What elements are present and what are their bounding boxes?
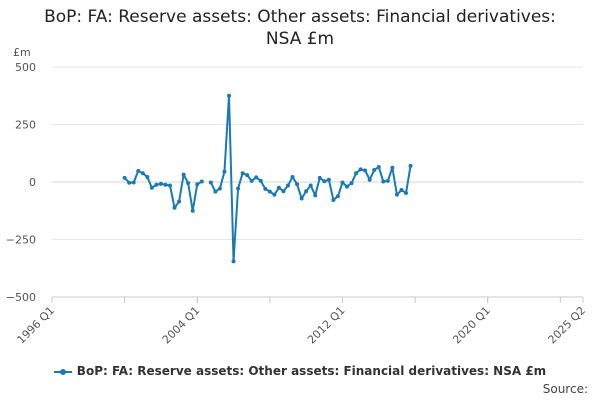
data-point[interactable] <box>390 165 395 170</box>
x-tick-label: 2020 Q1 <box>450 304 493 347</box>
x-tick-label: 1996 Q1 <box>15 304 58 347</box>
data-point[interactable] <box>335 194 340 199</box>
legend-marker-icon <box>53 366 72 378</box>
y-tick-label: 0 <box>29 176 36 189</box>
y-axis: 500 250 0 −250 −500 £m <box>6 46 36 304</box>
data-point[interactable] <box>122 175 127 180</box>
data-point[interactable] <box>381 179 386 184</box>
x-tick-label: 2025 Q2 <box>546 304 589 347</box>
series-line <box>209 94 412 263</box>
source-label: Source: <box>542 382 588 396</box>
data-point[interactable] <box>385 178 390 183</box>
data-point[interactable] <box>254 175 259 180</box>
data-point[interactable] <box>217 186 222 191</box>
x-tick-label: 2012 Q1 <box>305 304 348 347</box>
data-point[interactable] <box>290 174 295 179</box>
data-point[interactable] <box>258 178 263 183</box>
data-point[interactable] <box>227 93 231 98</box>
data-point[interactable] <box>358 167 363 172</box>
data-point[interactable] <box>304 189 309 194</box>
data-point[interactable] <box>313 193 318 198</box>
y-tick-label: −250 <box>6 234 36 247</box>
data-point[interactable] <box>213 189 218 194</box>
data-point[interactable] <box>195 182 200 187</box>
data-point[interactable] <box>281 189 286 194</box>
data-point[interactable] <box>222 169 227 174</box>
series-line <box>123 169 203 212</box>
data-point[interactable] <box>276 185 281 190</box>
data-point[interactable] <box>172 205 177 210</box>
data-point[interactable] <box>199 179 204 184</box>
data-point[interactable] <box>149 185 154 190</box>
data-point[interactable] <box>372 168 377 173</box>
chart-title: BoP: FA: Reserve assets: Other assets: F… <box>0 6 600 50</box>
data-point[interactable] <box>181 172 186 177</box>
data-point[interactable] <box>326 177 331 182</box>
data-point[interactable] <box>354 171 359 176</box>
y-axis-label: £m <box>13 46 31 59</box>
data-point[interactable] <box>317 175 322 180</box>
data-point[interactable] <box>208 180 213 185</box>
data-point[interactable] <box>131 180 136 185</box>
data-point[interactable] <box>404 191 408 196</box>
data-point[interactable] <box>158 181 163 186</box>
data-point[interactable] <box>286 183 290 188</box>
data-point[interactable] <box>272 192 277 197</box>
data-point[interactable] <box>163 182 168 187</box>
data-point[interactable] <box>236 186 241 191</box>
data-point[interactable] <box>190 208 195 213</box>
data-point[interactable] <box>240 171 245 176</box>
data-point[interactable] <box>136 168 141 173</box>
legend[interactable]: BoP: FA: Reserve assets: Other assets: F… <box>0 364 600 378</box>
data-point[interactable] <box>186 181 191 186</box>
data-series <box>122 93 413 264</box>
data-point[interactable] <box>349 181 354 186</box>
chart-title-line-1: BoP: FA: Reserve assets: Other assets: F… <box>44 7 556 27</box>
data-point[interactable] <box>399 188 404 193</box>
data-point[interactable] <box>322 179 327 184</box>
data-point[interactable] <box>267 189 272 194</box>
data-point[interactable] <box>345 184 349 189</box>
data-point[interactable] <box>231 259 236 264</box>
chart-title-line-2: NSA £m <box>265 29 335 49</box>
data-point[interactable] <box>408 163 413 168</box>
data-point[interactable] <box>249 178 254 183</box>
data-point[interactable] <box>127 180 132 185</box>
y-tick-label: 250 <box>15 119 36 132</box>
data-point[interactable] <box>154 182 159 187</box>
data-point[interactable] <box>140 171 145 176</box>
legend-label: BoP: FA: Reserve assets: Other assets: F… <box>76 364 547 378</box>
data-point[interactable] <box>145 174 150 179</box>
y-tick-label: 500 <box>15 61 36 74</box>
data-point[interactable] <box>168 183 172 188</box>
data-point[interactable] <box>376 165 381 170</box>
data-point[interactable] <box>367 177 372 182</box>
data-point[interactable] <box>245 173 250 178</box>
data-point[interactable] <box>394 192 399 197</box>
data-point[interactable] <box>331 197 336 202</box>
data-point[interactable] <box>308 183 313 188</box>
x-axis: 1996 Q1 2004 Q1 2012 Q1 2020 Q1 2025 Q2 <box>15 296 589 347</box>
data-point[interactable] <box>263 186 268 191</box>
data-point[interactable] <box>177 199 182 204</box>
data-point[interactable] <box>363 168 368 173</box>
data-point[interactable] <box>295 182 300 187</box>
data-point[interactable] <box>340 180 345 185</box>
data-point[interactable] <box>299 196 304 201</box>
x-tick-label: 2004 Q1 <box>160 304 203 347</box>
y-tick-label: −500 <box>6 291 36 304</box>
